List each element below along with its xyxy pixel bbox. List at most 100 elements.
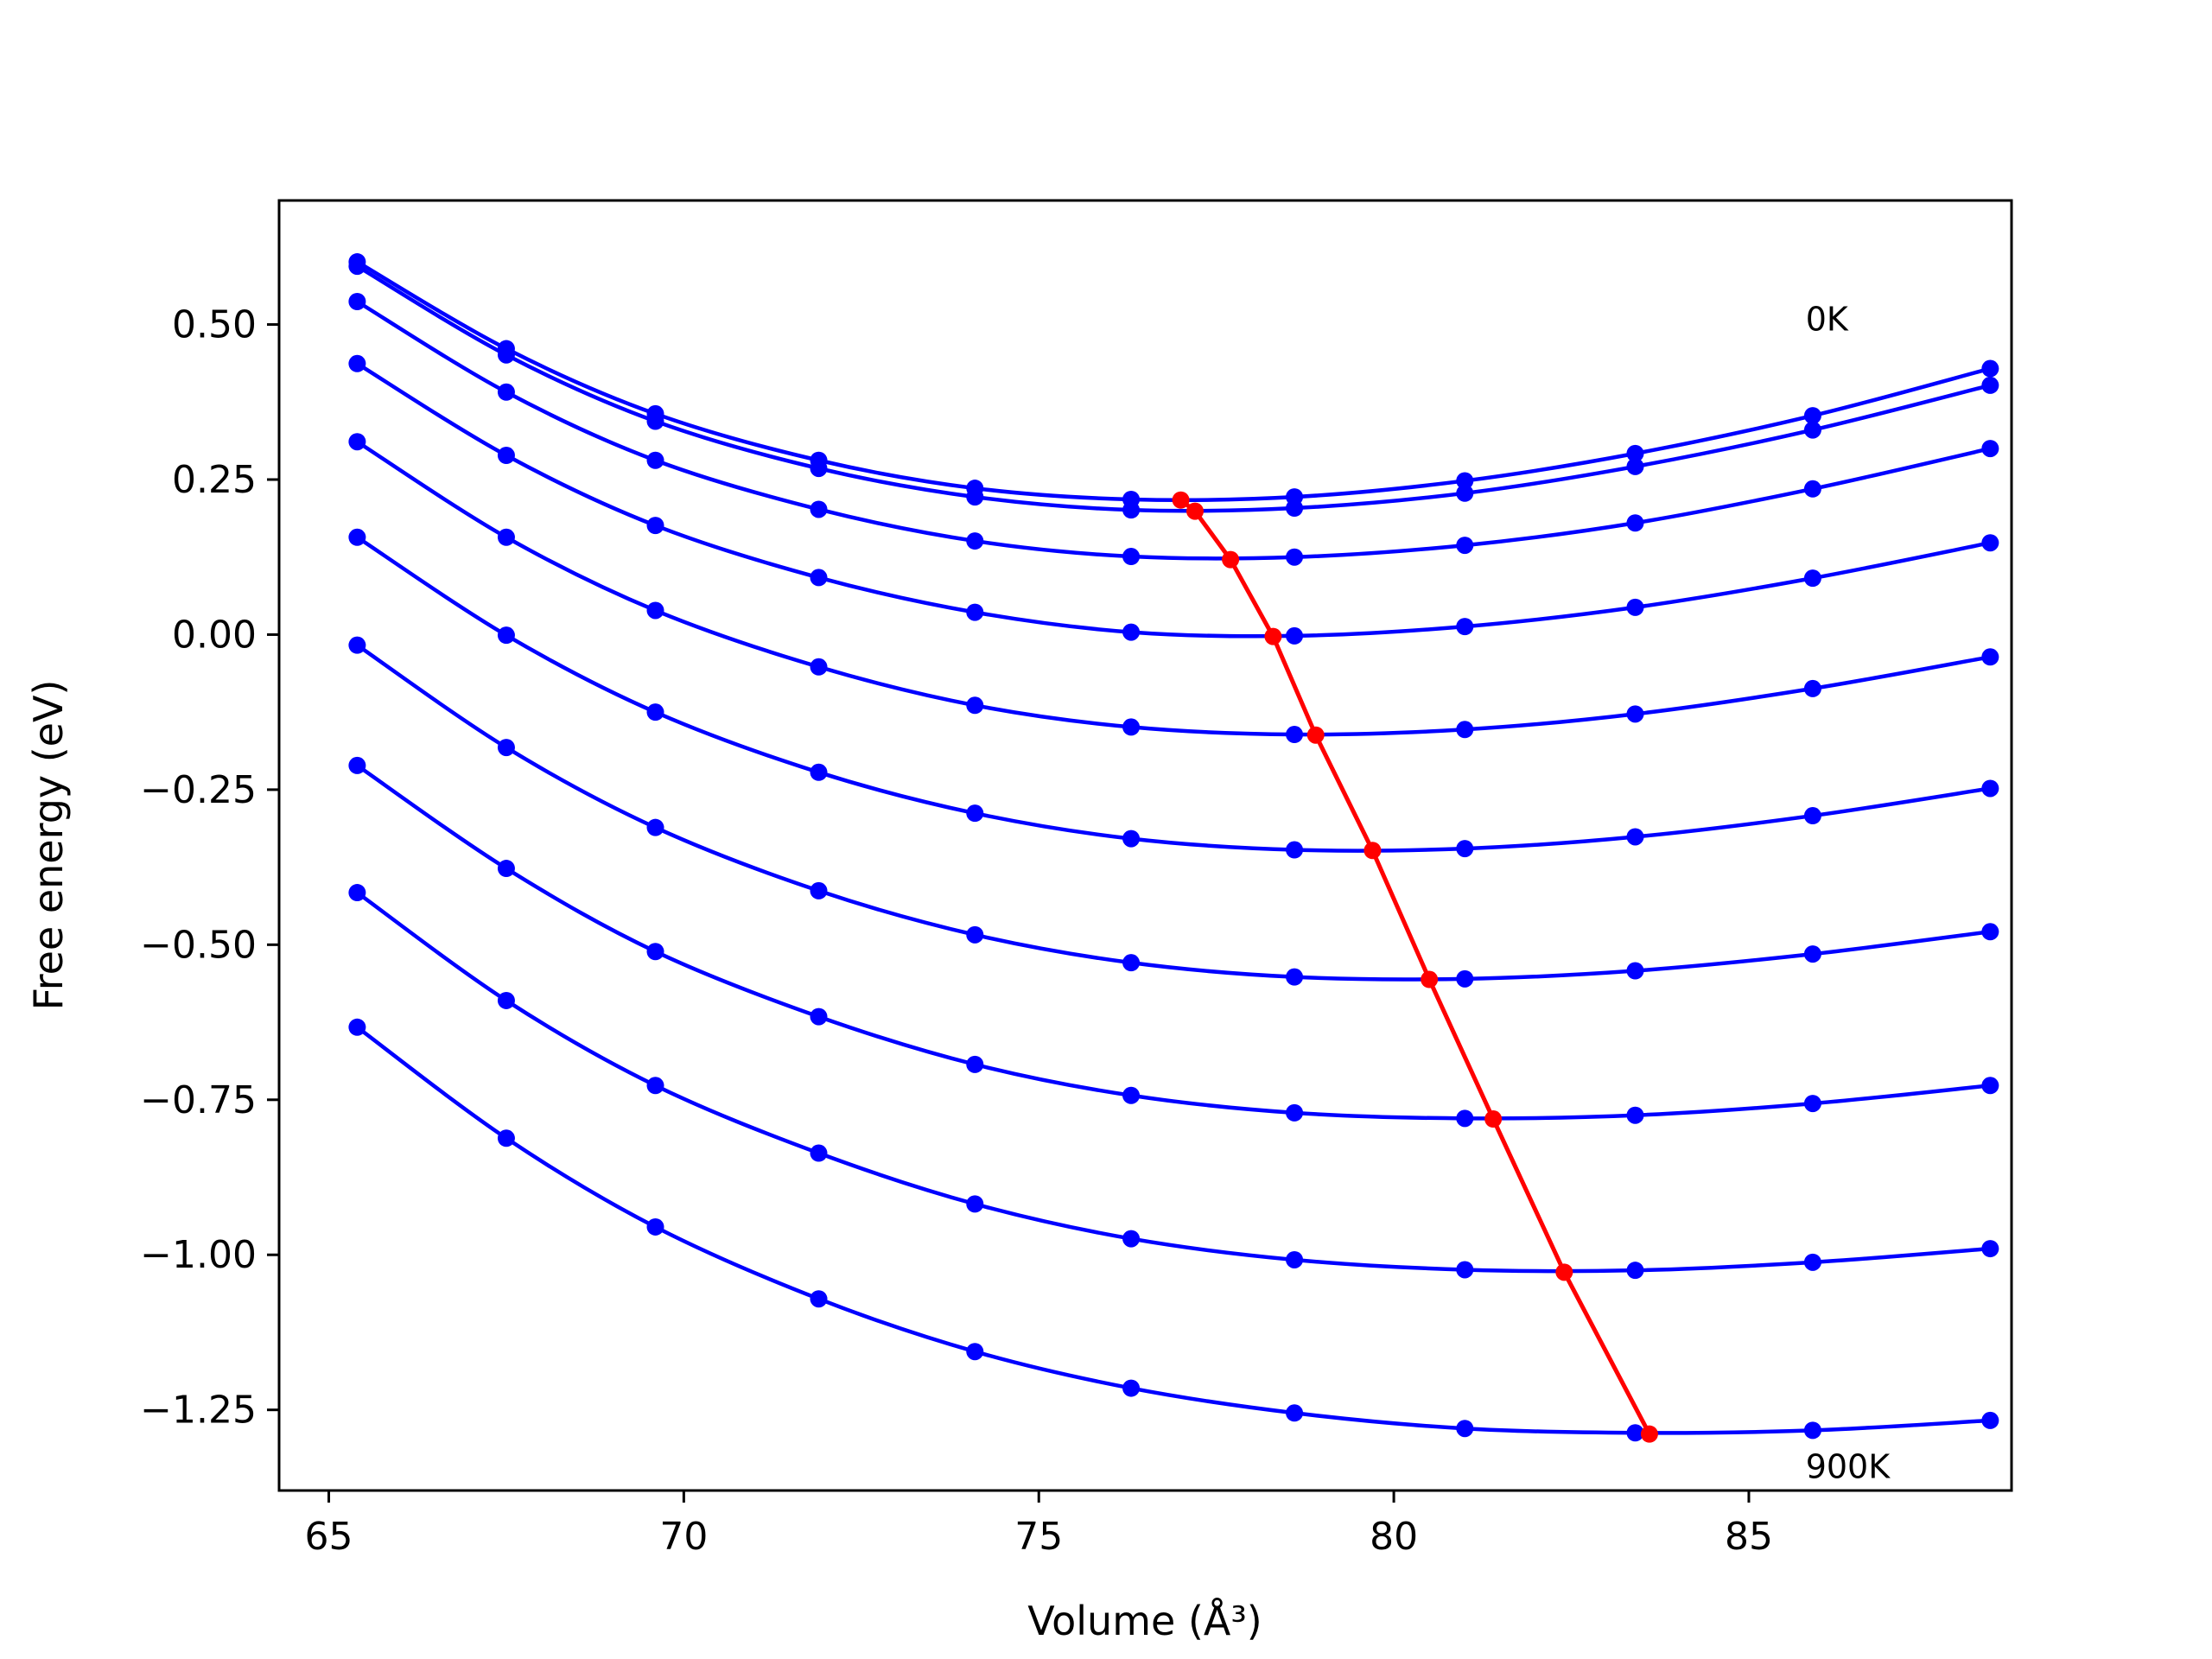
curve-7-point-5 [1122, 1086, 1141, 1104]
curve-5-point-10 [1981, 779, 1999, 798]
curve-9-point-8 [1626, 1424, 1644, 1442]
curve-2-point-7 [1456, 537, 1474, 555]
curve-8-point-10 [1981, 1240, 1999, 1258]
curve-6-point-0 [348, 636, 366, 654]
y-tick-label-4: −0.50 [140, 923, 257, 967]
curve-4-point-7 [1456, 721, 1474, 739]
curve-8-point-8 [1626, 1262, 1644, 1280]
minimum-point-8 [1555, 1263, 1573, 1281]
x-tick-label-4: 85 [1725, 1515, 1773, 1559]
curve-1-point-5 [1122, 501, 1141, 519]
annotation-1: 900K [1806, 1448, 1891, 1486]
minima-line [1179, 498, 1652, 1435]
curve-3-point-2 [646, 517, 664, 535]
curve-5-point-8 [1626, 828, 1644, 846]
curve-7-point-6 [1286, 1103, 1304, 1122]
curve-5-point-5 [1122, 830, 1141, 848]
annotations: 0K 900K [1806, 301, 1891, 1486]
curve-3-point-10 [1981, 534, 1999, 552]
curve-2-point-1 [497, 383, 515, 401]
curve-0-point-10 [1981, 359, 1999, 378]
curve-3-point-1 [497, 447, 515, 465]
curve-6-point-7 [1456, 969, 1474, 988]
curve-2-point-8 [1626, 514, 1644, 532]
y-axis-label: Free energy (eV) [25, 680, 72, 1011]
curve-9-point-2 [646, 1217, 664, 1236]
curve-6-point-3 [810, 881, 828, 899]
curve-5-point-6 [1286, 841, 1304, 859]
curve-1-point-0 [348, 257, 366, 276]
curve-6-point-10 [1981, 923, 1999, 941]
curve-4-point-4 [966, 696, 984, 715]
curve-1-point-3 [810, 460, 828, 478]
curve-9-point-4 [966, 1343, 984, 1361]
curve-7-point-0 [348, 756, 366, 774]
x-tick-label-2: 75 [1014, 1515, 1063, 1559]
curve-4-point-9 [1803, 679, 1821, 697]
curve-8-point-5 [1122, 1230, 1141, 1248]
curve-7-point-8 [1626, 1106, 1644, 1124]
y-tick-label-7: −1.25 [140, 1389, 257, 1433]
curve-0-point-7 [1456, 472, 1474, 490]
curve-8-point-3 [810, 1144, 828, 1162]
curve-6-point-9 [1803, 945, 1821, 963]
curves-layer [348, 253, 1999, 1442]
curve-5-point-7 [1456, 840, 1474, 858]
x-axis: 65 70 75 80 85 [305, 1491, 1773, 1559]
curve-2-point-6 [1286, 548, 1304, 566]
curve-8-point-9 [1803, 1253, 1821, 1271]
minimum-point-9 [1640, 1425, 1658, 1443]
curve-9-point-6 [1286, 1404, 1304, 1422]
curve-4-point-10 [1981, 648, 1999, 666]
curve-9-point-3 [810, 1290, 828, 1308]
curve-8-point-2 [646, 1077, 664, 1095]
minimum-point-6 [1421, 970, 1439, 988]
curve-9-point-0 [348, 1018, 366, 1036]
curve-2-point-2 [646, 451, 664, 469]
minimum-point-4 [1306, 726, 1325, 744]
curve-9-point-9 [1803, 1421, 1821, 1440]
y-tick-label-2: 0.00 [172, 613, 257, 657]
curve-6-point-1 [497, 739, 515, 757]
curve-6-point-8 [1626, 962, 1644, 980]
curve-8-point-0 [348, 884, 366, 902]
curve-8-point-6 [1286, 1250, 1304, 1268]
curve-3-point-6 [1286, 626, 1304, 645]
annotation-0: 0K [1806, 301, 1849, 339]
curve-8-point-4 [966, 1195, 984, 1213]
curve-7-point-2 [646, 943, 664, 961]
curve-7-point-4 [966, 1055, 984, 1073]
minimum-point-2 [1222, 550, 1240, 569]
x-tick-label-0: 65 [305, 1515, 353, 1559]
curve-2-point-9 [1803, 480, 1821, 498]
curve-6-point-2 [646, 818, 664, 836]
x-tick-label-3: 80 [1370, 1515, 1418, 1559]
curve-7-point-7 [1456, 1109, 1474, 1128]
curve-1-point-1 [497, 346, 515, 364]
curve-1-point-10 [1981, 376, 1999, 394]
y-tick-label-5: −0.75 [140, 1078, 257, 1122]
curve-3-point-9 [1803, 569, 1821, 588]
curve-2-point-10 [1981, 440, 1999, 458]
curve-4-point-2 [646, 601, 664, 620]
curve-1-point-2 [646, 412, 664, 430]
curve-4-point-3 [810, 658, 828, 676]
curve-5-point-4 [966, 804, 984, 823]
curve-0-point-8 [1626, 444, 1644, 462]
curve-9-point-7 [1456, 1420, 1474, 1438]
minimum-point-0 [1172, 491, 1190, 509]
curve-3-point-7 [1456, 618, 1474, 636]
curve-5-point-2 [646, 703, 664, 721]
y-tick-label-1: 0.25 [172, 458, 257, 502]
curve-5-point-3 [810, 763, 828, 781]
y-tick-label-6: −1.00 [140, 1233, 257, 1277]
curve-9-point-10 [1981, 1411, 1999, 1429]
curve-7-point-10 [1981, 1077, 1999, 1095]
curve-5-point-0 [348, 528, 366, 546]
curve-2-point-0 [348, 292, 366, 310]
curve-5-point-9 [1803, 807, 1821, 825]
curve-1-point-6 [1286, 499, 1304, 518]
curve-3-point-5 [1122, 623, 1141, 641]
